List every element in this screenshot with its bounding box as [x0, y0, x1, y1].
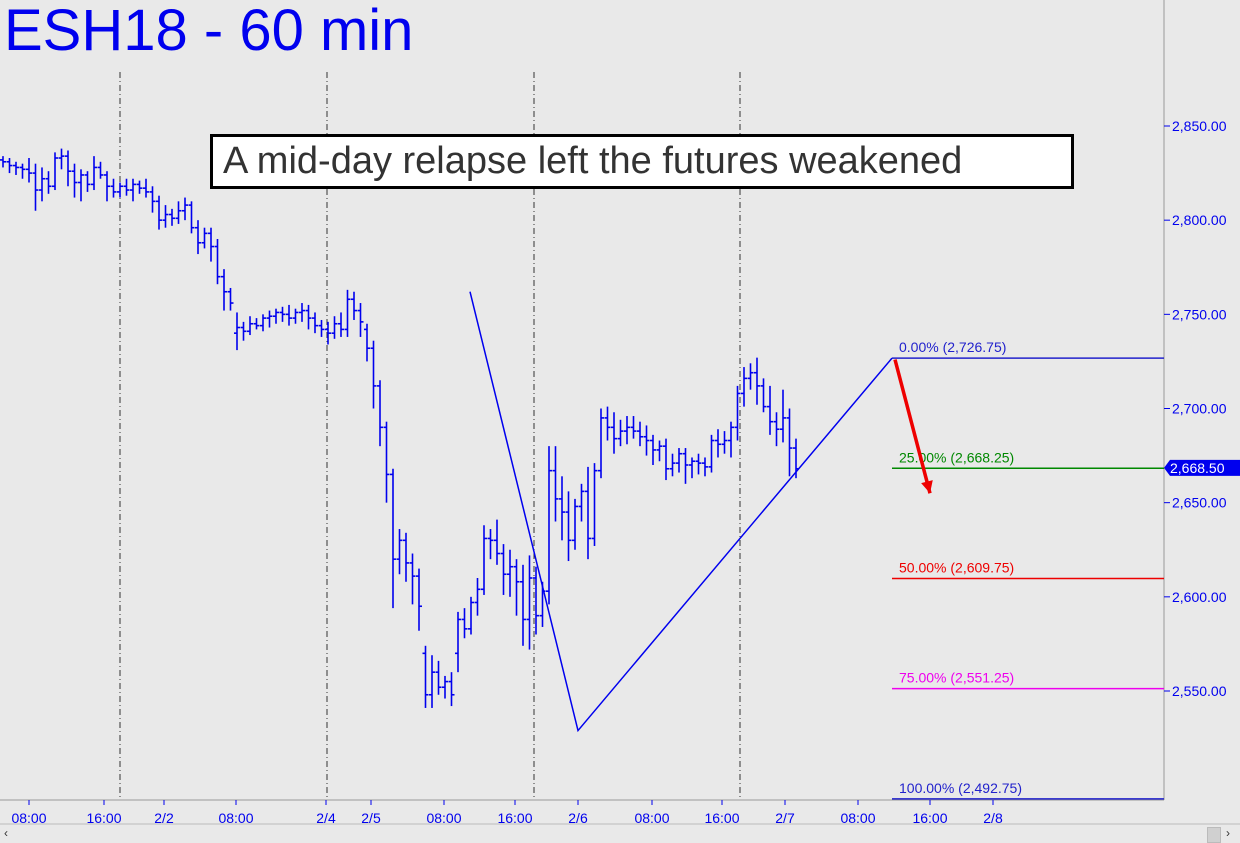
fib-level-label: 75.00% (2,551.25) — [899, 670, 1014, 686]
x-tick-label: 08:00 — [218, 810, 253, 826]
x-tick-label: 16:00 — [912, 810, 947, 826]
fib-level-label: 50.00% (2,609.75) — [899, 559, 1014, 575]
x-tick-label: 08:00 — [11, 810, 46, 826]
y-tick-label: 2,750.00 — [1172, 306, 1227, 322]
scroll-right-arrow[interactable]: › — [1226, 826, 1230, 840]
annotation-box: A mid-day relapse left the futures weake… — [210, 134, 1074, 189]
x-tick-label: 08:00 — [634, 810, 669, 826]
x-tick-label: 16:00 — [704, 810, 739, 826]
projection-arrowhead — [921, 480, 933, 494]
y-tick-label: 2,650.00 — [1172, 495, 1227, 511]
projection-arrow — [893, 359, 932, 494]
last-price-tag — [1164, 459, 1240, 476]
last-price-label: 2,668.50 — [1170, 460, 1225, 476]
scrollbar-thumb[interactable] — [1207, 827, 1221, 843]
scroll-left-arrow[interactable]: ‹ — [4, 826, 8, 840]
y-tick-label: 2,850.00 — [1172, 118, 1227, 134]
x-tick-label: 16:00 — [497, 810, 532, 826]
x-tick-label: 2/4 — [316, 810, 336, 826]
x-tick-label: 08:00 — [426, 810, 461, 826]
pattern-line — [469, 291, 893, 733]
x-tick-label: 08:00 — [840, 810, 875, 826]
fib-level-label: 100.00% (2,492.75) — [899, 780, 1022, 796]
fib-level-label: 25.00% (2,668.25) — [899, 449, 1014, 465]
y-tick-label: 2,550.00 — [1172, 683, 1227, 699]
y-tick-label: 2,700.00 — [1172, 401, 1227, 417]
x-tick-label: 2/5 — [361, 810, 381, 826]
x-tick-label: 2/8 — [983, 810, 1003, 826]
x-tick-label: 2/2 — [154, 810, 174, 826]
chart-title: ESH18 - 60 min — [4, 0, 414, 63]
fib-level-label: 0.00% (2,726.75) — [899, 339, 1006, 355]
y-tick-label: 2,800.00 — [1172, 212, 1227, 228]
x-tick-label: 2/6 — [568, 810, 588, 826]
x-tick-label: 2/7 — [775, 810, 795, 826]
x-tick-label: 16:00 — [86, 810, 121, 826]
y-tick-label: 2,600.00 — [1172, 589, 1227, 605]
